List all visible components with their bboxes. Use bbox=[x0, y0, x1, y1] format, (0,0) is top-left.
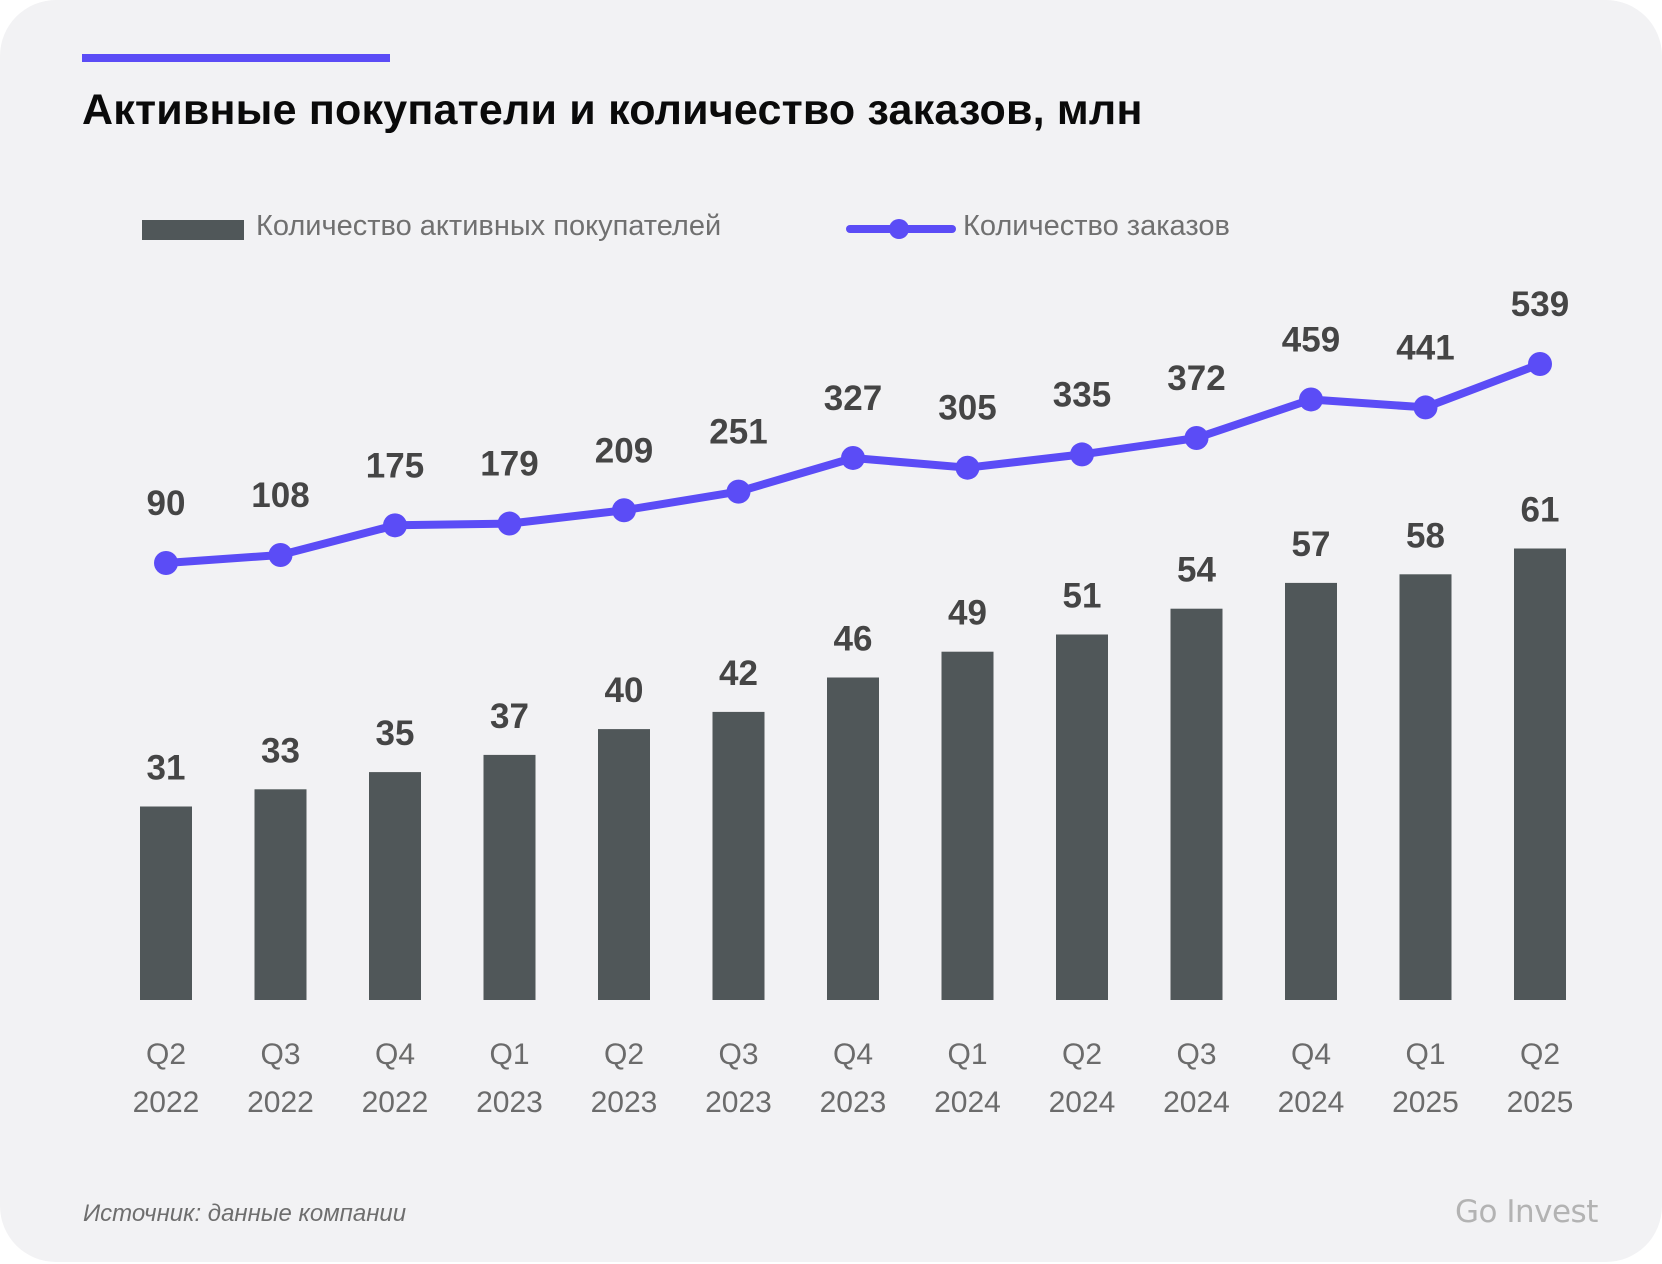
line-point bbox=[268, 543, 293, 568]
accent-bar bbox=[82, 54, 390, 62]
line-point bbox=[841, 445, 865, 470]
x-tick-year: 2025 bbox=[1392, 1086, 1459, 1119]
source-note: Источник: данные компании bbox=[83, 1200, 407, 1227]
x-tick-year: 2023 bbox=[705, 1086, 772, 1119]
bar-value-label: 58 bbox=[1406, 516, 1445, 555]
brand-logo: Go Invest bbox=[1455, 1194, 1598, 1230]
line-value-label: 459 bbox=[1282, 320, 1340, 359]
bar-value-label: 51 bbox=[1063, 577, 1102, 616]
x-tick-quarter: Q2 bbox=[604, 1038, 644, 1071]
bar bbox=[827, 677, 879, 1000]
line-point bbox=[612, 498, 636, 523]
x-tick-year: 2022 bbox=[133, 1086, 200, 1119]
line-point bbox=[383, 513, 407, 538]
line-point bbox=[1299, 387, 1323, 412]
line-value-label: 175 bbox=[366, 446, 424, 485]
x-tick-quarter: Q1 bbox=[947, 1038, 987, 1071]
x-tick-quarter: Q3 bbox=[1176, 1038, 1216, 1071]
line-value-label: 372 bbox=[1167, 359, 1225, 398]
bar bbox=[1170, 608, 1223, 1000]
bar bbox=[1285, 582, 1337, 1000]
line-point bbox=[726, 479, 751, 504]
line-value-label: 209 bbox=[595, 431, 653, 470]
x-tick-quarter: Q2 bbox=[146, 1038, 186, 1071]
line-value-label: 108 bbox=[251, 476, 309, 515]
bar-value-label: 46 bbox=[834, 620, 873, 659]
line-point bbox=[1413, 395, 1438, 420]
line-value-label: 90 bbox=[147, 484, 186, 523]
line-value-label: 335 bbox=[1053, 375, 1111, 414]
line-value-label: 251 bbox=[709, 413, 767, 452]
x-tick-year: 2023 bbox=[820, 1086, 887, 1119]
bar-value-label: 54 bbox=[1177, 551, 1216, 590]
line-point bbox=[1528, 352, 1552, 376]
bar-value-label: 42 bbox=[719, 654, 758, 693]
bar-value-label: 37 bbox=[490, 697, 529, 736]
bar-value-label: 35 bbox=[376, 714, 415, 753]
bars-layer bbox=[140, 548, 1566, 1000]
line-point bbox=[955, 455, 980, 480]
bar-labels-layer: 31 33 35 37 40 42 46 49 51 54 57 58 61 bbox=[147, 491, 1560, 788]
line-point bbox=[1184, 426, 1209, 451]
bar-value-label: 31 bbox=[147, 749, 186, 788]
x-tick-year: 2023 bbox=[476, 1086, 543, 1119]
legend-bar-swatch-icon bbox=[142, 220, 244, 240]
x-tick-year: 2024 bbox=[1163, 1086, 1230, 1119]
x-tick-quarter: Q3 bbox=[718, 1038, 758, 1071]
x-tick-year: 2023 bbox=[591, 1086, 658, 1119]
legend-dot-icon bbox=[889, 219, 909, 239]
bar-value-label: 49 bbox=[948, 594, 987, 633]
x-tick-quarter: Q4 bbox=[833, 1038, 873, 1071]
line-value-label: 179 bbox=[480, 445, 538, 484]
bar bbox=[941, 651, 994, 1000]
bar bbox=[1514, 548, 1566, 1000]
bar-value-label: 57 bbox=[1292, 525, 1331, 564]
line-point bbox=[1070, 442, 1094, 467]
line-value-label: 441 bbox=[1396, 328, 1454, 367]
x-tick-quarter: Q1 bbox=[1405, 1038, 1445, 1071]
line-value-label: 539 bbox=[1511, 285, 1569, 324]
bar bbox=[598, 729, 650, 1000]
line-point bbox=[154, 551, 178, 575]
bar bbox=[1056, 634, 1108, 1000]
x-tick-quarter: Q1 bbox=[489, 1038, 529, 1071]
line-value-label: 305 bbox=[938, 389, 996, 428]
bar-value-label: 61 bbox=[1521, 491, 1560, 530]
bar bbox=[254, 789, 307, 1000]
line-value-label: 327 bbox=[824, 379, 882, 418]
x-tick-quarter: Q2 bbox=[1520, 1038, 1560, 1071]
x-tick-year: 2022 bbox=[362, 1086, 429, 1119]
bar bbox=[712, 711, 765, 1000]
bar bbox=[483, 754, 536, 1000]
x-tick-quarter: Q4 bbox=[1291, 1038, 1331, 1071]
legend-label-buyers: Количество активных покупателей bbox=[256, 210, 722, 242]
x-axis-ticks: Q2 2022 Q3 2022 Q4 2022 Q1 2023 Q2 2023 Q3 2023 Q4 20… bbox=[133, 1038, 1574, 1119]
bar bbox=[140, 806, 192, 1000]
chart-title: Активные покупатели и количество заказов… bbox=[82, 86, 1143, 134]
bar-value-label: 33 bbox=[261, 731, 300, 770]
bar-value-label: 40 bbox=[605, 671, 644, 710]
x-tick-quarter: Q4 bbox=[375, 1038, 415, 1071]
x-tick-quarter: Q2 bbox=[1062, 1038, 1102, 1071]
x-tick-quarter: Q3 bbox=[260, 1038, 300, 1071]
line-labels-layer: 90 108 175 179 209 251 327 305 335 372 459 441 539 bbox=[147, 285, 1570, 523]
legend-label-orders: Количество заказов bbox=[963, 210, 1230, 242]
x-tick-year: 2024 bbox=[1049, 1086, 1116, 1119]
x-tick-year: 2024 bbox=[1278, 1086, 1345, 1119]
bar bbox=[1399, 574, 1452, 1000]
x-tick-year: 2024 bbox=[934, 1086, 1001, 1119]
line-point bbox=[497, 511, 522, 536]
x-tick-year: 2022 bbox=[247, 1086, 314, 1119]
x-tick-year: 2025 bbox=[1507, 1086, 1574, 1119]
line-layer bbox=[154, 352, 1552, 575]
bar bbox=[369, 772, 421, 1000]
